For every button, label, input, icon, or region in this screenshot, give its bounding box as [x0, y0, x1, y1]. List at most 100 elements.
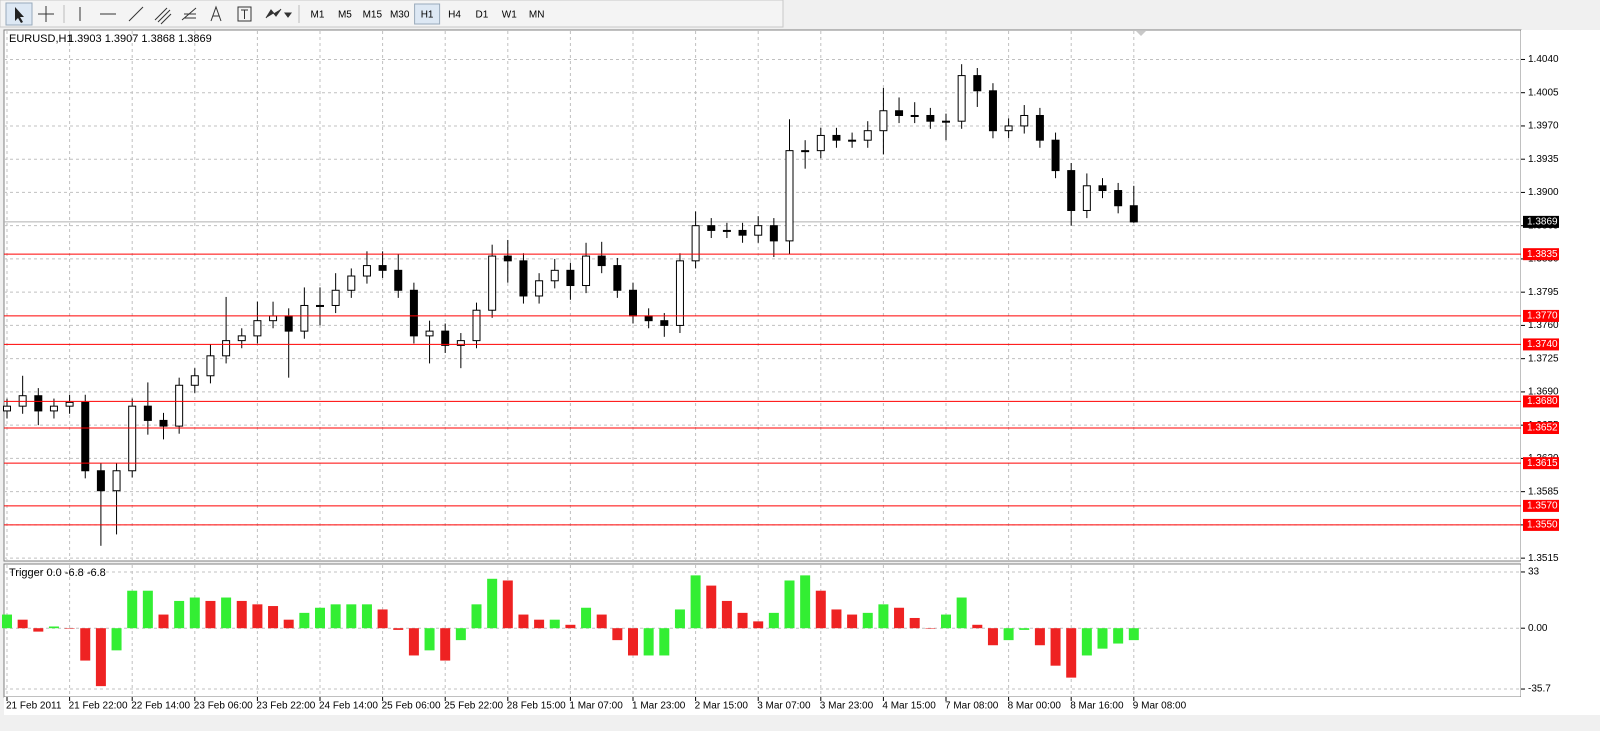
- candle-body: [566, 269, 575, 287]
- label-icon: [241, 9, 248, 19]
- candle-body: [973, 75, 982, 92]
- candle-body: [769, 225, 778, 242]
- histogram-bar: [346, 604, 357, 629]
- label-tool[interactable]: [237, 6, 252, 22]
- candle-body: [942, 120, 950, 123]
- current-price-label: 1.3869: [1527, 217, 1558, 228]
- histogram-bar: [283, 619, 294, 629]
- x-tick-label: 1 Mar 23:00: [632, 701, 686, 712]
- candle-body: [284, 315, 293, 332]
- candle-body: [722, 229, 731, 232]
- candle-body: [879, 110, 888, 132]
- candle-body: [206, 355, 215, 377]
- histogram-bar: [956, 597, 967, 629]
- level-label: 1.3550: [1527, 520, 1558, 531]
- candle-body: [1035, 114, 1044, 141]
- histogram-bar: [111, 628, 122, 651]
- x-tick-label: 3 Mar 23:00: [820, 701, 874, 712]
- histogram-bar: [361, 604, 372, 629]
- histogram-bar: [706, 585, 717, 629]
- candle-body: [816, 134, 825, 152]
- fibonacci-tool[interactable]: [181, 7, 197, 21]
- x-tick-label: 21 Feb 2011: [6, 701, 62, 712]
- histogram-bar: [800, 575, 811, 629]
- histogram-bar: [925, 628, 936, 629]
- cursor-icon: [15, 7, 24, 23]
- histogram-bar: [189, 597, 200, 629]
- crosshair-tool[interactable]: [38, 6, 54, 22]
- candle-body: [456, 340, 465, 346]
- histogram-bar: [1019, 628, 1030, 630]
- chart-title: EURUSD,H1: [9, 33, 73, 45]
- candle-body: [691, 225, 700, 262]
- candle-body: [863, 130, 872, 141]
- candle-body: [362, 265, 371, 277]
- candle-body: [1051, 139, 1060, 172]
- candle-body: [1098, 185, 1107, 192]
- y-tick-label: 1.3900: [1528, 187, 1559, 198]
- level-tag: [1523, 518, 1559, 531]
- histogram-bar: [299, 612, 310, 629]
- candle-body: [675, 260, 684, 326]
- histogram-bar: [659, 628, 670, 656]
- x-tick-label: 25 Feb 22:00: [444, 701, 503, 712]
- histogram-bar: [80, 628, 91, 661]
- candle-body: [269, 315, 278, 322]
- histogram-bar: [721, 600, 732, 629]
- x-tick-label: 4 Mar 15:00: [882, 701, 936, 712]
- level-label: 1.3570: [1527, 501, 1558, 512]
- candle-body: [832, 134, 841, 141]
- candle-body: [237, 335, 246, 342]
- x-tick-label: 22 Feb 14:00: [131, 701, 190, 712]
- histogram-bar: [1003, 628, 1014, 641]
- histogram-bar: [1097, 628, 1108, 649]
- histogram-bar: [878, 604, 889, 629]
- histogram-bar: [1050, 628, 1061, 666]
- candle-body: [957, 75, 966, 122]
- candle-body: [895, 110, 904, 116]
- level-label: 1.3680: [1527, 396, 1558, 407]
- histogram-bar: [753, 621, 764, 629]
- text-tool[interactable]: [210, 5, 222, 22]
- y-tick-label: 1.3795: [1528, 287, 1559, 298]
- histogram-bar: [549, 619, 560, 629]
- candle-body: [535, 280, 544, 297]
- histogram-bar: [1113, 628, 1124, 644]
- candle-body: [425, 330, 434, 337]
- x-tick-label: 24 Feb 14:00: [319, 701, 378, 712]
- candle-body: [488, 255, 497, 311]
- candle-body: [1004, 125, 1013, 132]
- candle-body: [128, 405, 137, 472]
- candle-body: [112, 470, 121, 492]
- x-tick-label: 1 Mar 07:00: [569, 701, 623, 712]
- timeframe-label: M1: [311, 10, 325, 21]
- histogram-bar: [737, 612, 748, 629]
- arrows-tool[interactable]: [265, 8, 292, 19]
- channel-tool[interactable]: [154, 7, 172, 25]
- timeframe-button[interactable]: [414, 3, 441, 25]
- histogram-bar: [142, 590, 153, 629]
- y-tick-label: 1.3970: [1528, 121, 1559, 132]
- histogram-bar: [174, 600, 185, 629]
- candle-body: [801, 150, 810, 153]
- histogram-bar: [440, 628, 451, 661]
- histogram-bar: [862, 612, 873, 629]
- histogram-bar: [393, 628, 404, 630]
- histogram-bar: [909, 617, 920, 629]
- price-axis-area: [1521, 30, 1600, 697]
- histogram-bar: [612, 628, 623, 641]
- histogram-bar: [690, 575, 701, 629]
- x-tick-label: 3 Mar 07:00: [757, 701, 811, 712]
- candle-body: [81, 401, 90, 472]
- histogram-bar: [424, 628, 435, 651]
- candle-body: [1020, 114, 1029, 127]
- timeframe-label: H4: [448, 10, 461, 21]
- histogram-bar: [1066, 628, 1077, 678]
- histogram-bar: [17, 619, 28, 629]
- timeframe-label: MN: [529, 10, 545, 21]
- level-tag: [1523, 422, 1559, 435]
- trendline-tool[interactable]: [128, 6, 144, 22]
- histogram-bar: [471, 604, 482, 629]
- y-tick-label: 1.4005: [1528, 87, 1559, 98]
